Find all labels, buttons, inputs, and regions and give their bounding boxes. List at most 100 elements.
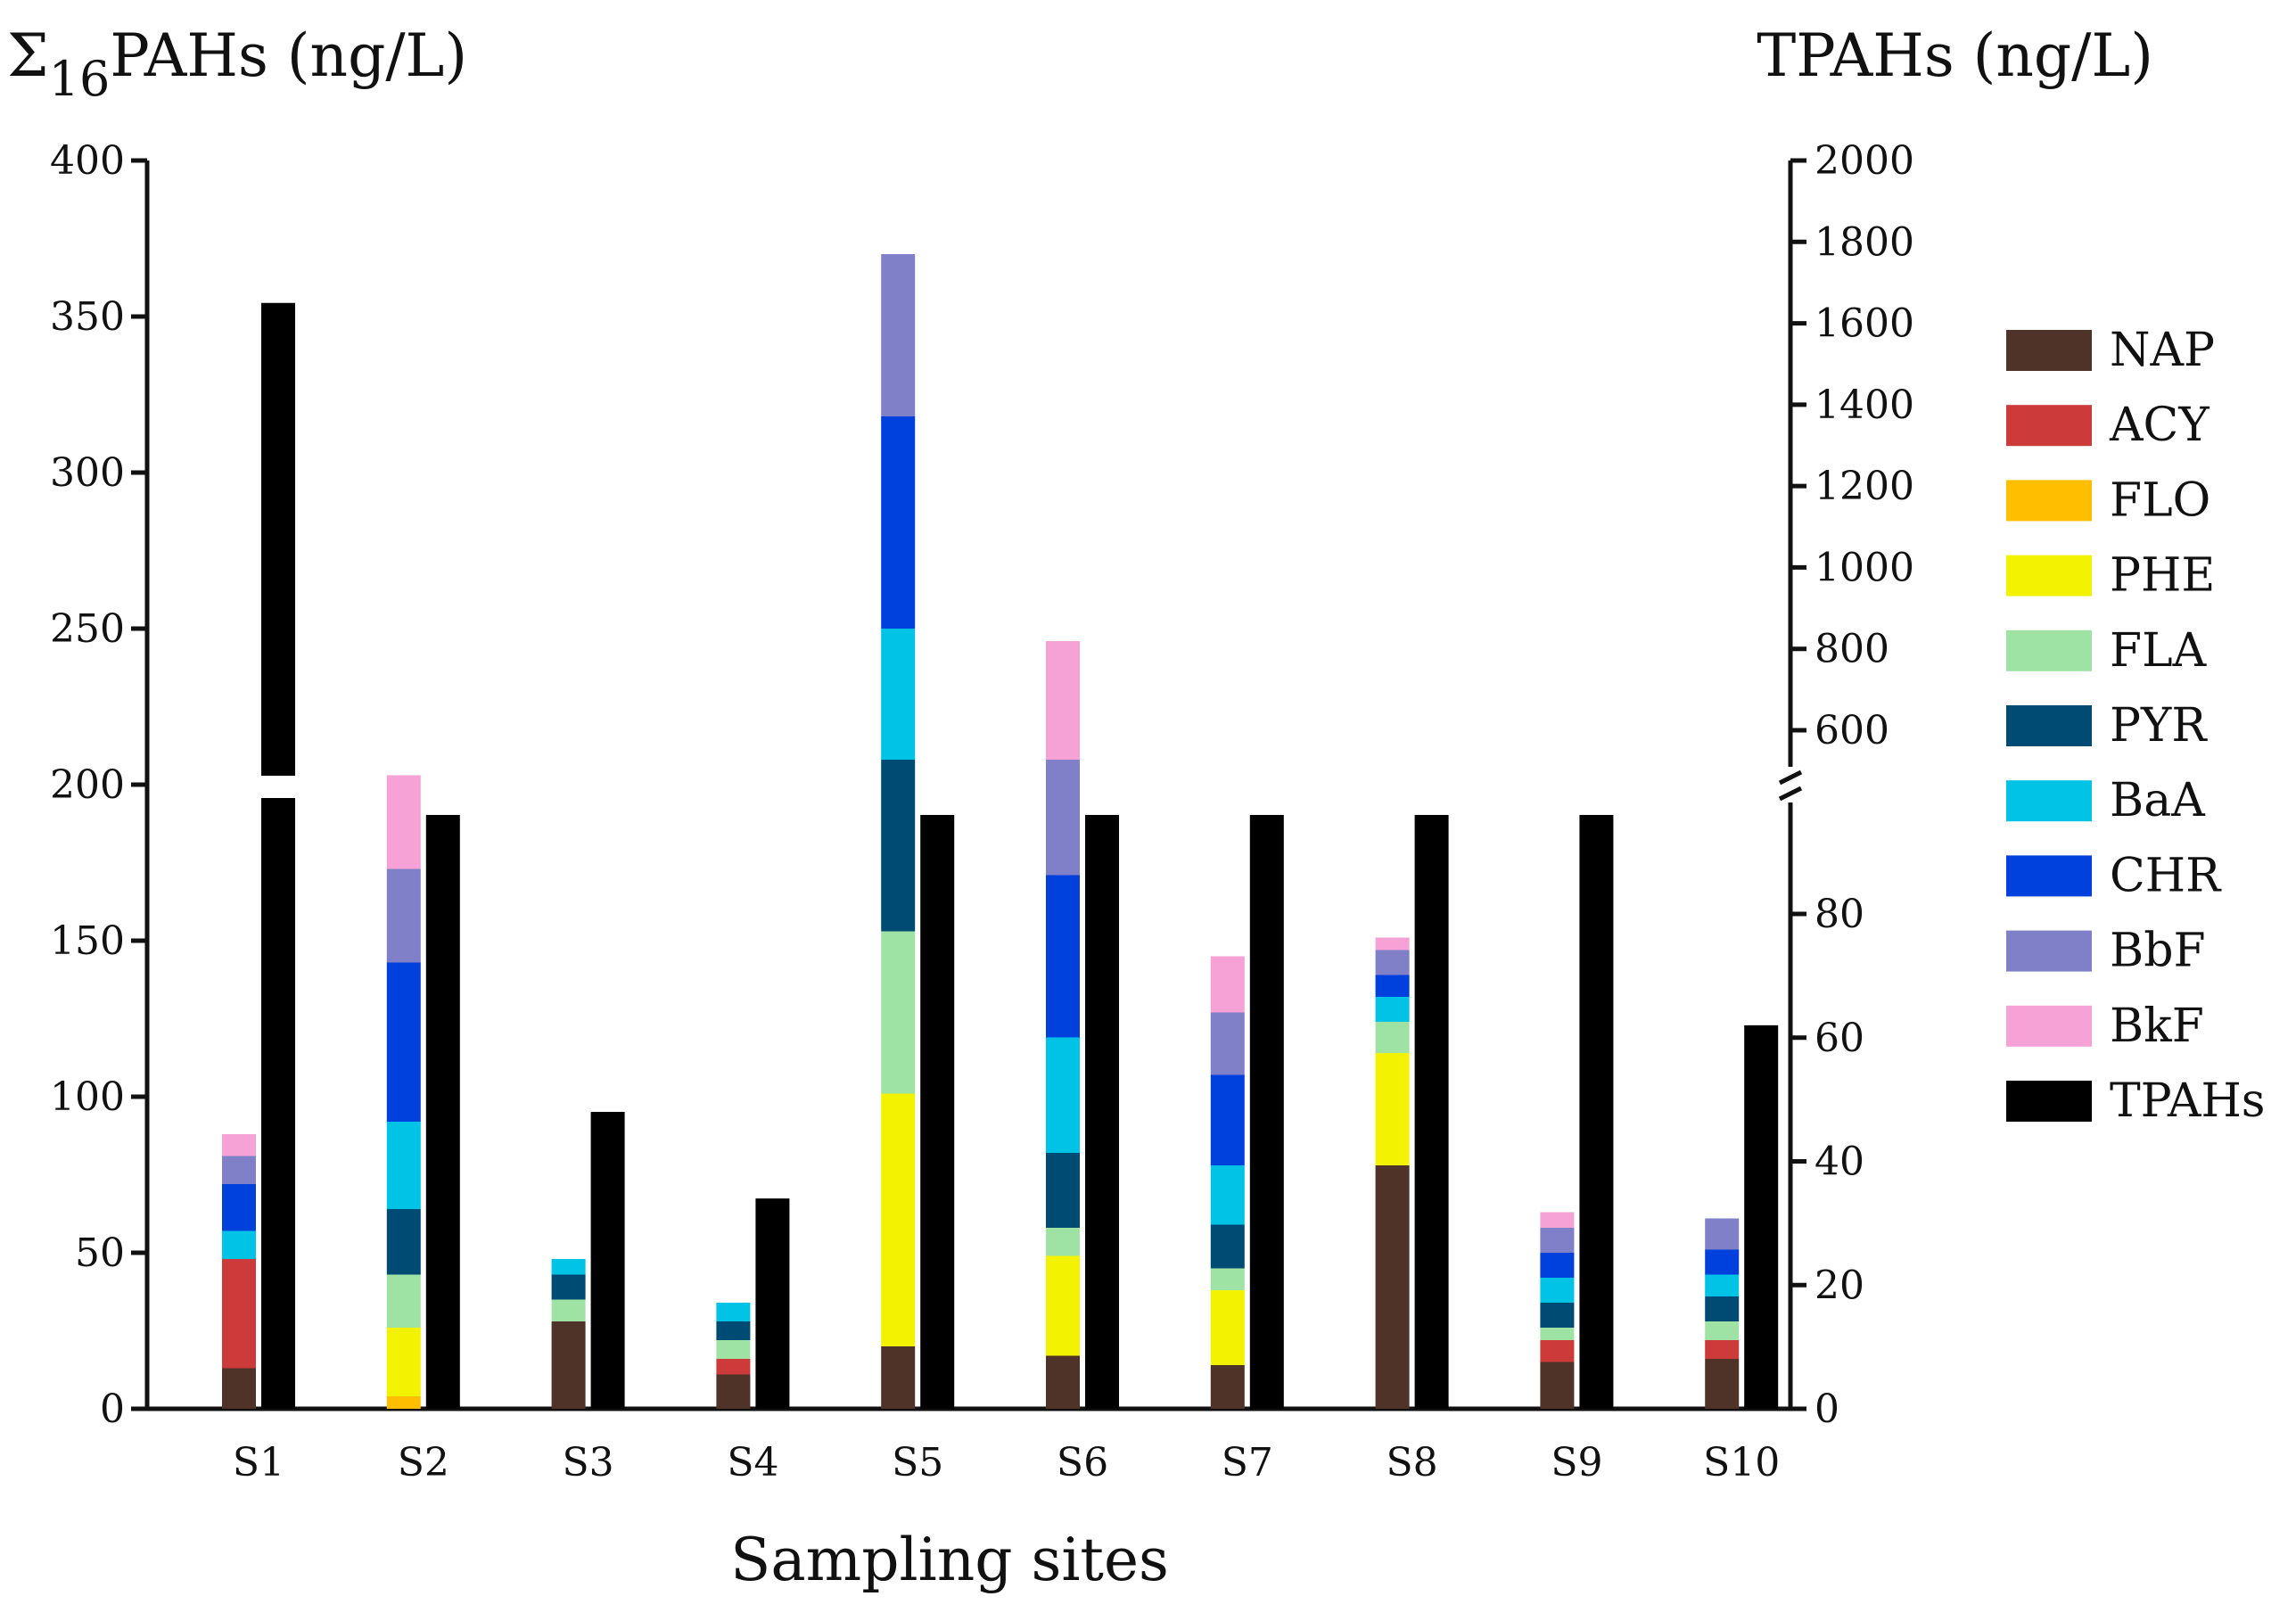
left-tick-label: 350 xyxy=(50,294,125,340)
bar-tpahs-s8 xyxy=(1414,815,1449,1409)
legend-label-baa: BaA xyxy=(2110,774,2206,827)
x-tick-label-s8: S8 xyxy=(1387,1440,1438,1485)
x-tick-label-s6: S6 xyxy=(1057,1440,1108,1485)
bar-bbf-s7 xyxy=(1210,1012,1245,1075)
right-tick-label: 2000 xyxy=(1815,138,1914,184)
bar-acy-s9 xyxy=(1540,1340,1575,1362)
legend-swatch-nap xyxy=(2006,330,2092,371)
left-tick-label: 200 xyxy=(50,762,125,808)
bar-bbf-s1 xyxy=(222,1156,256,1184)
x-tick-label-s2: S2 xyxy=(398,1440,449,1485)
bar-baa-s8 xyxy=(1375,997,1410,1022)
bar-baa-s9 xyxy=(1540,1278,1575,1303)
bar-bbf-s9 xyxy=(1540,1228,1575,1253)
bar-fla-s7 xyxy=(1210,1268,1245,1290)
legend-label-tpahs: TPAHs xyxy=(2110,1074,2265,1128)
bar-nap-s1 xyxy=(222,1368,256,1409)
bar-baa-s7 xyxy=(1210,1165,1245,1225)
x-tick-label-s1: S1 xyxy=(233,1440,284,1485)
bar-acy-s4 xyxy=(716,1359,751,1375)
left-tick-label: 250 xyxy=(50,606,125,652)
right-tick-label: 1400 xyxy=(1815,383,1914,428)
legend-label-flo: FLO xyxy=(2110,473,2210,527)
bar-bbf-s2 xyxy=(386,868,421,963)
legend-swatch-pyr xyxy=(2006,705,2092,746)
legend: NAP ACY FLO PHE FLA PYR BaA CHR BbF BkF TPAHs xyxy=(2006,324,2265,1128)
bar-fla-s8 xyxy=(1375,1022,1410,1053)
axis-break-mark xyxy=(1778,786,1803,802)
bar-tpahs-s10 xyxy=(1744,1024,1779,1409)
legend-swatch-flo xyxy=(2006,480,2092,522)
bar-chr-s10 xyxy=(1705,1249,1740,1275)
bar-pyr-s4 xyxy=(716,1321,751,1340)
bar-phe-s7 xyxy=(1210,1290,1245,1365)
bar-nap-s7 xyxy=(1210,1365,1245,1409)
right-tick-label: 600 xyxy=(1815,708,1889,753)
bar-baa-s3 xyxy=(551,1259,586,1275)
bar-tpahs-s1-lower xyxy=(261,798,295,1409)
left-tick-label: 150 xyxy=(50,918,125,964)
bar-bbf-s10 xyxy=(1705,1218,1740,1250)
bar-bkf-s2 xyxy=(386,775,421,869)
right-tick-label: 1000 xyxy=(1815,545,1914,590)
bar-nap-s9 xyxy=(1540,1362,1575,1409)
bar-bkf-s8 xyxy=(1375,937,1410,950)
bar-baa-s1 xyxy=(222,1230,256,1259)
right-tick-label: 1200 xyxy=(1815,464,1914,509)
bar-tpahs-s2 xyxy=(425,815,460,1409)
x-tick-label-s10: S10 xyxy=(1703,1440,1780,1485)
bar-bbf-s8 xyxy=(1375,950,1410,975)
right-tick-label: 1800 xyxy=(1815,219,1914,265)
bar-bkf-s7 xyxy=(1210,956,1245,1013)
bar-bbf-s5 xyxy=(881,254,916,416)
left-tick-label: 400 xyxy=(50,138,125,184)
bar-chr-s9 xyxy=(1540,1253,1575,1278)
legend-swatch-bbf xyxy=(2006,930,2092,972)
bar-fla-s2 xyxy=(386,1274,421,1328)
bar-baa-s6 xyxy=(1046,1037,1080,1153)
bar-baa-s10 xyxy=(1705,1274,1740,1296)
bar-flo-s2 xyxy=(386,1396,421,1409)
bar-pyr-s5 xyxy=(881,760,916,932)
legend-label-fla: FLA xyxy=(2110,624,2208,678)
bar-baa-s2 xyxy=(386,1122,421,1209)
left-tick-label: 0 xyxy=(100,1386,125,1432)
bar-phe-s6 xyxy=(1046,1255,1080,1356)
x-tick-label-s7: S7 xyxy=(1222,1440,1273,1485)
left-tick-label: 300 xyxy=(50,450,125,496)
legend-swatch-fla xyxy=(2006,629,2092,671)
bar-baa-s5 xyxy=(881,629,916,760)
left-tick-label: 50 xyxy=(75,1230,125,1276)
bar-tpahs-s5 xyxy=(920,815,955,1409)
bar-nap-s10 xyxy=(1705,1359,1740,1409)
legend-swatch-acy xyxy=(2006,405,2092,447)
legend-label-bkf: BkF xyxy=(2110,1000,2204,1053)
bar-acy-s10 xyxy=(1705,1340,1740,1359)
bar-fla-s5 xyxy=(881,931,916,1094)
legend-swatch-phe xyxy=(2006,555,2092,597)
bar-pyr-s6 xyxy=(1046,1153,1080,1228)
bar-phe-s8 xyxy=(1375,1053,1410,1165)
right-axis-title: TPAHs (ng/L) xyxy=(1757,21,2153,90)
bar-nap-s4 xyxy=(716,1374,751,1409)
bar-bkf-s1 xyxy=(222,1134,256,1156)
bars xyxy=(222,254,1779,1409)
bar-nap-s8 xyxy=(1375,1165,1410,1409)
bar-pyr-s3 xyxy=(551,1274,586,1300)
bar-fla-s3 xyxy=(551,1299,586,1321)
right-tick-label: 0 xyxy=(1815,1386,1839,1432)
bar-bbf-s6 xyxy=(1046,760,1080,876)
legend-swatch-chr xyxy=(2006,855,2092,897)
axis-break-mark xyxy=(1778,769,1803,786)
bar-bkf-s9 xyxy=(1540,1212,1575,1228)
bar-tpahs-s7 xyxy=(1249,815,1284,1409)
right-tick-label: 60 xyxy=(1815,1016,1864,1061)
bar-pyr-s10 xyxy=(1705,1296,1740,1321)
x-tick-label-s4: S4 xyxy=(727,1440,778,1485)
axes xyxy=(131,158,1806,1411)
bar-acy-s1 xyxy=(222,1259,256,1369)
bar-phe-s5 xyxy=(881,1093,916,1346)
bar-fla-s6 xyxy=(1046,1228,1080,1256)
left-axis-title: Σ16PAHs (ng/L) xyxy=(7,21,467,107)
x-tick-label-s3: S3 xyxy=(563,1440,614,1485)
